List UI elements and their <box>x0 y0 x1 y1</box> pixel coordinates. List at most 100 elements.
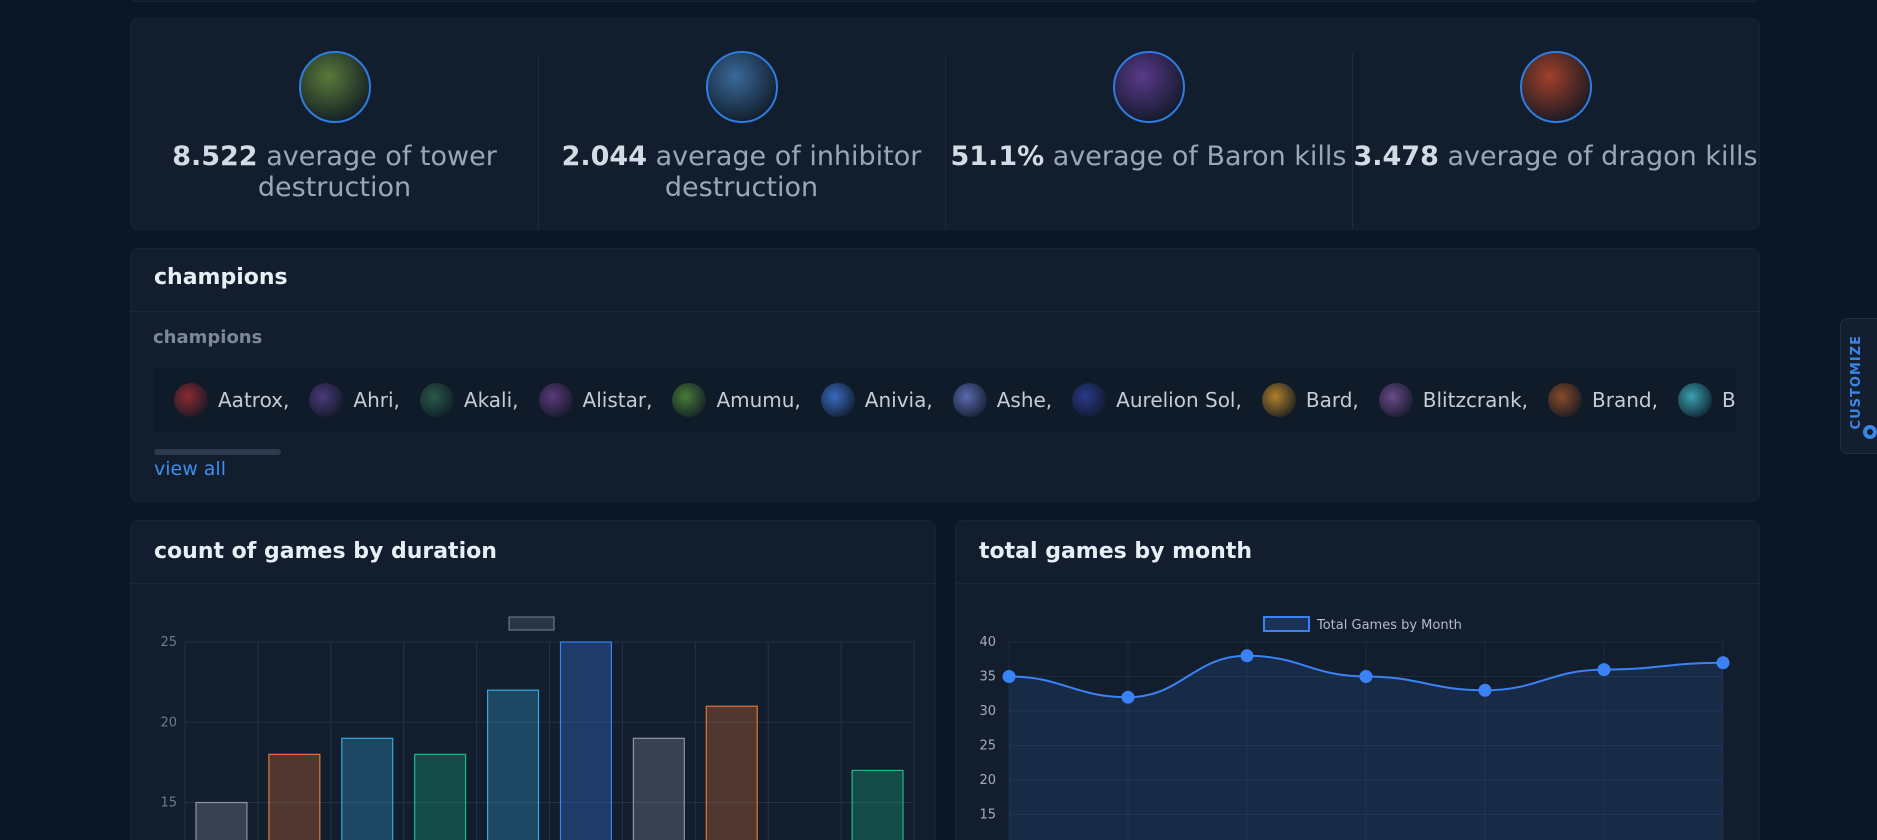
champions-panel: champions champions Aatrox, Ahri, Akali, Al… <box>130 248 1760 502</box>
stat-label: average of inhibitor destruction <box>655 141 922 203</box>
data-point <box>1597 663 1611 677</box>
bar <box>414 753 467 840</box>
champion-name: Brand, <box>1592 388 1658 412</box>
data-point <box>1002 670 1016 683</box>
stat-inhibitor: 2.044 average of inhibitor destruction <box>538 19 945 229</box>
champion-avatar <box>1677 383 1712 417</box>
stat-label: average of Baron kills <box>1052 141 1347 172</box>
champion-item[interactable]: Amumu, <box>672 383 801 417</box>
champion-avatar <box>1072 383 1107 417</box>
stat-label: average of dragon kills <box>1447 141 1758 172</box>
stat-baron: 51.1% average of Baron kills <box>945 19 1352 229</box>
champion-avatar <box>1261 383 1296 417</box>
data-point <box>1121 690 1135 704</box>
stat-value: 3.478 <box>1353 141 1439 172</box>
y-tick-label: 35 <box>979 670 996 685</box>
y-tick-label: 20 <box>979 773 996 788</box>
view-all-link[interactable]: view all <box>154 458 226 480</box>
champion-name: Ahri, <box>353 388 400 412</box>
bar <box>195 801 248 840</box>
champion-avatar <box>1548 383 1583 417</box>
bar <box>268 753 321 840</box>
champion-avatar <box>820 383 855 417</box>
champion-name: Ashe, <box>996 388 1053 412</box>
y-tick-label: 15 <box>160 796 177 811</box>
y-tick-label: 25 <box>160 635 177 650</box>
champion-name: Alistar, <box>582 388 653 412</box>
champion-item[interactable]: Akali, <box>419 383 519 417</box>
month-chart-panel: total games by month 15 20 25 30 35 40 Total G… <box>955 520 1760 840</box>
duration-chart-panel: count of games by duration 15 20 25 <box>130 520 936 840</box>
stat-label: average of tower destruction <box>257 141 497 203</box>
inhibitor-icon <box>705 51 778 123</box>
bar <box>487 689 540 840</box>
stats-panel: 8.522 average of tower destruction 2.044… <box>130 18 1760 230</box>
baron-icon <box>1112 51 1185 123</box>
divider <box>131 311 1759 312</box>
month-area-chart: 15 20 25 30 35 40 Total Games by Month <box>979 616 1730 840</box>
top-panel-edge <box>130 0 1760 2</box>
champion-item[interactable]: Ahri, <box>309 383 400 417</box>
bar <box>341 737 394 840</box>
champion-name: Aurelion Sol, <box>1116 388 1242 412</box>
gear-icon <box>1863 425 1877 439</box>
champion-name: Blitzcrank, <box>1422 388 1529 412</box>
bar <box>559 641 613 840</box>
y-tick-label: 15 <box>979 808 996 823</box>
champion-name: Amumu, <box>716 388 801 412</box>
duration-bar-chart: 15 20 25 <box>160 616 915 840</box>
champion-item[interactable]: Bard, <box>1261 383 1359 417</box>
legend-swatch <box>1263 616 1310 632</box>
y-tick-label: 30 <box>979 704 996 719</box>
champion-item[interactable]: Braum, <box>1677 383 1736 417</box>
champion-item[interactable]: Aurelion Sol, <box>1072 383 1242 417</box>
horizontal-scrollbar[interactable] <box>154 449 281 455</box>
data-point <box>1478 683 1492 697</box>
divider <box>131 583 935 584</box>
y-tick-label: 40 <box>979 635 996 650</box>
champion-item[interactable]: Aatrox, <box>174 383 289 417</box>
data-point <box>1716 656 1730 670</box>
data-point <box>1359 670 1373 683</box>
champion-avatar <box>1378 383 1413 417</box>
stat-value: 2.044 <box>561 141 647 172</box>
champions-column-label: champions <box>153 327 263 348</box>
divider <box>956 583 1759 584</box>
customize-label: CUSTOMIZE <box>1849 335 1864 430</box>
champion-item[interactable]: Alistar, <box>538 383 653 417</box>
champion-avatar <box>419 383 454 417</box>
bar <box>632 737 685 840</box>
y-tick-label: 25 <box>979 739 996 754</box>
y-tick-label: 20 <box>160 715 177 730</box>
legend-box <box>508 616 555 631</box>
duration-chart-title: count of games by duration <box>154 539 497 564</box>
champion-item[interactable]: Ashe, <box>952 383 1053 417</box>
champion-item[interactable]: Brand, <box>1548 383 1658 417</box>
dragon-icon <box>1519 51 1592 123</box>
champion-avatar <box>538 383 573 417</box>
stat-dragon: 3.478 average of dragon kills <box>1352 19 1759 229</box>
champion-name: Aatrox, <box>218 388 290 412</box>
champion-name: Braum, <box>1721 388 1736 412</box>
data-point <box>1240 649 1254 663</box>
champion-item[interactable]: Blitzcrank, <box>1378 383 1529 417</box>
customize-button[interactable]: CUSTOMIZE <box>1840 318 1877 454</box>
champion-name: Anivia, <box>864 388 933 412</box>
champion-avatar <box>309 383 344 417</box>
month-chart-title: total games by month <box>979 539 1253 564</box>
stat-value: 51.1% <box>950 141 1045 172</box>
area-fill <box>1009 655 1723 840</box>
champions-list[interactable]: Aatrox, Ahri, Akali, Alistar, Amumu, Anivia, A… <box>154 368 1736 432</box>
champions-title: champions <box>154 265 288 290</box>
champion-name: Akali, <box>463 388 519 412</box>
stat-value: 8.522 <box>172 141 258 172</box>
bar <box>851 769 904 840</box>
champion-item[interactable]: Anivia, <box>820 383 933 417</box>
stat-tower: 8.522 average of tower destruction <box>131 19 538 229</box>
legend-label: Total Games by Month <box>1316 618 1462 633</box>
champion-avatar <box>672 383 707 417</box>
champion-avatar <box>174 383 208 417</box>
champion-name: Bard, <box>1305 388 1359 412</box>
tower-icon <box>298 51 371 123</box>
champion-avatar <box>952 383 987 417</box>
